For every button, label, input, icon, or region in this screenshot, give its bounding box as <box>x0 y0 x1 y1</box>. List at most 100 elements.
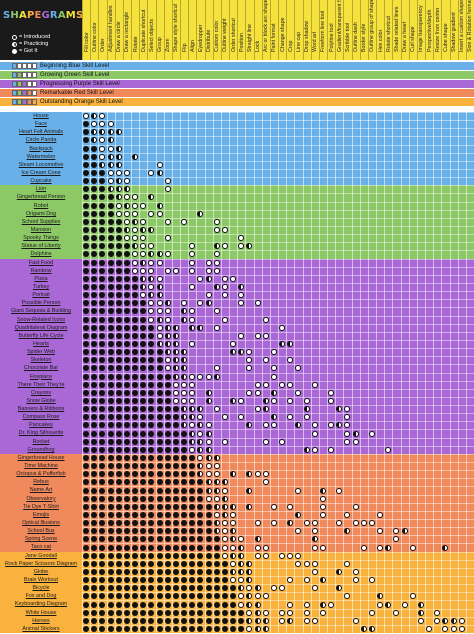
project-link[interactable]: Robot <box>33 202 49 209</box>
got-it-icon <box>181 446 188 453</box>
project-row: Chocolate Bar <box>0 364 474 373</box>
practicing-icon <box>197 406 204 413</box>
got-it-icon <box>91 365 98 372</box>
practicing-icon <box>450 617 457 624</box>
project-link[interactable]: Name Art <box>29 487 53 494</box>
project-link[interactable]: School Bus <box>27 528 55 535</box>
grid-line <box>106 112 108 633</box>
project-link[interactable]: Ice Cream Cone <box>21 169 61 176</box>
project-link[interactable]: Pizza <box>34 275 48 282</box>
project-link[interactable]: Hearts <box>33 340 49 347</box>
got-it-icon <box>91 275 98 282</box>
project-link[interactable]: Globe <box>33 568 49 575</box>
project-link[interactable]: Quadrilateral Diagram <box>14 324 68 331</box>
project-link[interactable]: Dr. King Silhouette <box>18 430 64 437</box>
got-it-icon <box>123 585 130 592</box>
got-it-icon <box>148 479 155 486</box>
project-link[interactable]: Dolphins <box>30 251 52 258</box>
project-link[interactable]: Taco cat <box>30 544 52 551</box>
project-link[interactable]: Animal Stickers <box>22 625 60 632</box>
project-link[interactable]: Backpack <box>29 145 53 152</box>
project-link[interactable]: Spider Web <box>26 349 56 356</box>
project-link[interactable]: Crayons <box>30 389 52 396</box>
project-link[interactable]: Rainbow <box>30 267 52 274</box>
project-link[interactable]: Fox and Dog <box>25 593 57 600</box>
got-it-icon <box>107 617 114 624</box>
project-link[interactable]: Mansion <box>30 226 52 233</box>
project-link[interactable]: Gingerbread House <box>17 454 65 461</box>
got-it-icon <box>99 503 106 510</box>
introduced-icon <box>287 577 294 584</box>
project-link[interactable]: Observatory <box>26 495 56 502</box>
project-row: Gingerbread House <box>0 453 474 463</box>
project-link[interactable]: School Supplies <box>21 218 61 225</box>
introduced-icon <box>107 121 114 128</box>
got-it-icon <box>107 520 114 527</box>
project-link[interactable]: Octopus & Pufferfish <box>16 471 66 478</box>
project-link[interactable]: Turkey <box>32 283 50 290</box>
got-it-icon <box>181 609 188 616</box>
project-link[interactable]: Skeleton <box>30 357 52 364</box>
practicing-icon <box>115 194 122 201</box>
practicing-icon <box>107 161 114 168</box>
project-link[interactable]: Spooky Things <box>23 235 59 242</box>
got-it-icon <box>156 577 163 584</box>
project-link[interactable]: Giant Sequoia & Building <box>11 308 71 315</box>
project-link[interactable]: Origami Dog <box>25 210 57 217</box>
project-link[interactable]: Statue of Liberty <box>21 243 61 250</box>
project-link[interactable]: Spring Scene <box>24 536 58 543</box>
got-it-icon <box>164 528 171 535</box>
got-it-icon <box>205 609 212 616</box>
practicing-icon <box>99 129 106 136</box>
project-link[interactable]: House <box>33 113 49 119</box>
project-row: Dolphins <box>0 250 474 259</box>
project-link[interactable]: Heart Felt Animals <box>18 129 64 136</box>
project-link[interactable]: Lion <box>35 186 47 193</box>
got-it-icon <box>123 397 130 404</box>
project-link[interactable]: Time Machine <box>24 463 58 470</box>
practicing-icon <box>148 194 155 201</box>
project-link[interactable]: Keyboarding Diagram <box>14 601 68 608</box>
introduced-icon <box>401 601 408 608</box>
project-link[interactable]: Snow-Related Icons <box>16 316 66 323</box>
got-it-icon <box>156 511 163 518</box>
project-link[interactable]: Jane Goodall <box>25 552 57 559</box>
project-link[interactable]: Chocolate Bar <box>23 365 59 372</box>
got-it-icon <box>140 373 147 380</box>
project-link[interactable]: Steam Locomotive <box>18 161 64 168</box>
project-link[interactable]: White House <box>25 609 57 616</box>
project-link[interactable]: Fireplace <box>29 373 53 380</box>
introduced-icon <box>205 471 212 478</box>
project-link[interactable]: Portrait <box>32 292 50 299</box>
project-link[interactable]: Circle Panda <box>25 137 57 144</box>
project-link[interactable]: There Their They're <box>17 381 65 388</box>
project-link[interactable]: Emojis <box>32 511 50 518</box>
project-link[interactable]: Optical Illusions <box>22 520 60 527</box>
project-link[interactable]: Rebus <box>33 479 49 486</box>
project-link[interactable]: Groundhog <box>27 446 55 453</box>
project-link[interactable]: Brain Workout <box>23 577 59 584</box>
project-link[interactable]: Tie Dye T-Shirt <box>23 503 59 510</box>
introduced-icon <box>270 373 277 380</box>
project-link[interactable]: Fast Food <box>28 259 54 266</box>
project-link[interactable]: Possible Person <box>21 300 61 307</box>
project-link[interactable]: Rock Paper Scissors Diagram <box>5 560 77 567</box>
project-link[interactable]: Compass Rose <box>22 414 60 421</box>
project-link[interactable]: Butterfly Life Cycle <box>18 332 64 339</box>
project-link[interactable]: Bicycle <box>32 585 50 592</box>
got-it-icon <box>83 186 90 193</box>
project-link[interactable]: Rocket <box>32 438 50 445</box>
project-link[interactable]: Snow Globe <box>26 397 56 404</box>
project-link[interactable]: Face <box>35 121 47 128</box>
project-link[interactable]: Banners & Ribbons <box>17 406 65 413</box>
got-it-icon <box>123 349 130 356</box>
introduced-icon <box>172 397 179 404</box>
project-link[interactable]: Cupcake <box>30 178 52 185</box>
introduced-icon <box>246 357 253 364</box>
project-link[interactable]: Pancakes <box>29 422 53 429</box>
introduced-icon <box>377 601 384 608</box>
project-link[interactable]: Watermelon <box>26 153 56 160</box>
project-link[interactable]: Gingerbread Person <box>16 194 66 201</box>
project-link[interactable]: Heroes <box>32 617 50 624</box>
got-it-icon <box>140 316 147 323</box>
